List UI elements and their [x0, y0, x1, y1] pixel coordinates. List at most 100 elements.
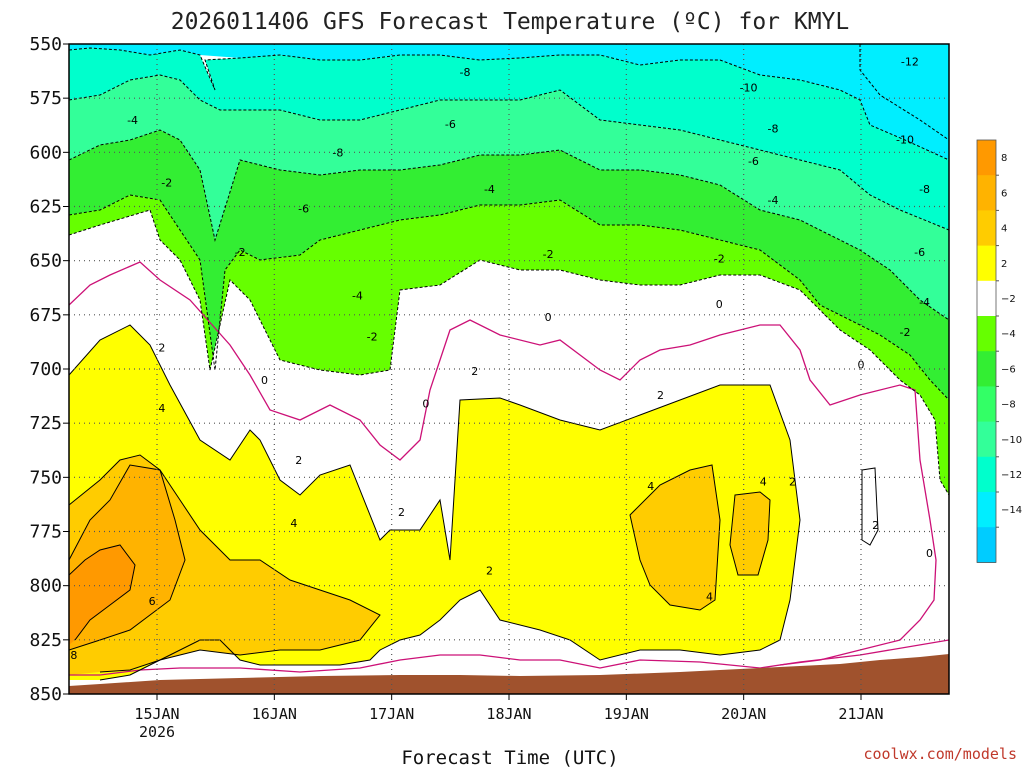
x-tick-label: 15JAN [134, 705, 179, 723]
colorbar-tick-label: −14 [1001, 505, 1022, 516]
colorbar-tick-label: −12 [1001, 470, 1022, 481]
contour-label: 0 [545, 311, 552, 324]
contour-label: 2 [471, 365, 478, 378]
band-minus-12 [69, 44, 949, 160]
x-tick-label: 16JAN [252, 705, 297, 723]
y-tick-label: 625 [29, 197, 62, 218]
contour-label: 0 [422, 398, 429, 411]
y-tick-label: 675 [29, 305, 62, 326]
contour-label: -8 [919, 183, 930, 196]
y-tick-label: 800 [29, 576, 62, 597]
contour-label: 8 [70, 649, 77, 662]
band-minus-8 [69, 75, 949, 320]
band-minus-10 [69, 48, 949, 230]
contour-label: 4 [760, 476, 767, 489]
colorbar-tick-label: 2 [1001, 259, 1007, 270]
colorbar-tick-label: −6 [1001, 364, 1016, 375]
colorbar-swatch [977, 492, 996, 528]
x-tick-sublabel: 2026 [139, 723, 175, 741]
contour-label: -4 [484, 183, 495, 196]
contour-label: 4 [290, 517, 297, 530]
y-tick-label: 700 [29, 359, 62, 380]
y-tick-label: 725 [29, 413, 62, 434]
contour-label: 2 [398, 506, 405, 519]
colorbar-tick-label: −10 [1001, 435, 1022, 446]
contour-label: 0 [926, 547, 933, 560]
y-tick-label: 550 [29, 34, 62, 55]
colorbar-swatch [977, 351, 996, 387]
plot-area: -12 -10 -8 -8 -10 -8 -8 -6 -6 -4 -6 -4 -4 -6 -2 -2 -4 -2 -… [69, 44, 949, 694]
contour-label: -6 [298, 203, 309, 216]
contour-label: 4 [706, 591, 713, 604]
x-tick-label: 19JAN [604, 705, 649, 723]
colorbar-swatch [977, 386, 996, 423]
contour-label: -4 [127, 114, 138, 127]
band-minus-6 [69, 130, 949, 400]
contour-label: 4 [647, 480, 654, 493]
contour-minus-8-line [69, 74, 949, 231]
contour-0-line [69, 261, 937, 666]
colorbar-swatch [977, 527, 996, 563]
colorbar-tick-label: 8 [1001, 153, 1007, 164]
grid-lines [69, 44, 949, 694]
contour-2-line [69, 324, 801, 681]
y-tick-label: 850 [29, 684, 62, 705]
contour-label: -6 [445, 118, 456, 131]
x-axis-label: Forecast Time (UTC) [401, 747, 618, 768]
band-plus-4-b [630, 465, 720, 610]
contour-label: -8 [332, 146, 343, 159]
contour-label: -6 [748, 155, 759, 168]
colorbar-tick-label: −8 [1001, 400, 1016, 411]
credit-text: coolwx.com/models [863, 745, 1017, 763]
contour-label: 2 [295, 454, 302, 467]
x-tick-label: 20JAN [721, 705, 766, 723]
x-tick-label: 18JAN [486, 705, 531, 723]
contour-label: -2 [235, 246, 246, 259]
contour-label: -8 [768, 123, 779, 136]
contour-minus-2-line [69, 209, 949, 496]
colorbar-swatch [977, 280, 996, 317]
band-plus-8 [69, 545, 135, 645]
y-tick-label: 775 [29, 522, 62, 543]
contour-label: -2 [543, 248, 554, 261]
colorbar-swatch [977, 245, 996, 282]
contour-label: -4 [768, 194, 779, 207]
contour-label: 2 [789, 476, 796, 489]
colorbar-swatch [977, 175, 996, 211]
contour-label: -10 [896, 133, 914, 146]
colorbar-swatch [977, 210, 996, 247]
contour-label: 2 [657, 389, 664, 402]
colorbar-swatch [977, 316, 996, 352]
contour-4-line [69, 454, 381, 673]
contour-label: 4 [158, 402, 165, 415]
colorbar-swatch [977, 421, 996, 458]
contour-label: -2 [161, 177, 172, 190]
y-tick-label: 600 [29, 142, 62, 163]
colorbar-tick-label: −2 [1001, 294, 1016, 305]
chart-title: 2026011406 GFS Forecast Temperature (ºC)… [171, 9, 850, 35]
contour-label: -12 [901, 55, 919, 68]
contour-label: 2 [872, 519, 879, 532]
y-tick-label: 575 [29, 88, 62, 109]
contour-minus-12-line [859, 44, 949, 141]
band-minus-4 [69, 195, 949, 495]
contour-minus-4-line [69, 194, 949, 401]
colorbar-tick-label: 6 [1001, 188, 1007, 199]
contour-minus-10-line [69, 47, 949, 161]
contour-2-line-b [861, 467, 879, 546]
y-tick-label: 825 [29, 630, 62, 651]
contour-label: 0 [858, 359, 865, 372]
contour-label: 2 [486, 565, 493, 578]
contour-label: -2 [900, 326, 911, 339]
contour-label: 0 [261, 374, 268, 387]
y-axis: 550 575 600 625 650 675 700 725 750 775 800 825 850 [29, 34, 69, 705]
contour-label: -2 [714, 253, 725, 266]
contour-8-line [69, 544, 136, 641]
colorbar-tick-label: −4 [1001, 329, 1016, 340]
contour-6-line [69, 464, 186, 651]
contour-label: -6 [914, 246, 925, 259]
contour-label: -10 [740, 81, 758, 94]
contour-label: -4 [919, 296, 930, 309]
